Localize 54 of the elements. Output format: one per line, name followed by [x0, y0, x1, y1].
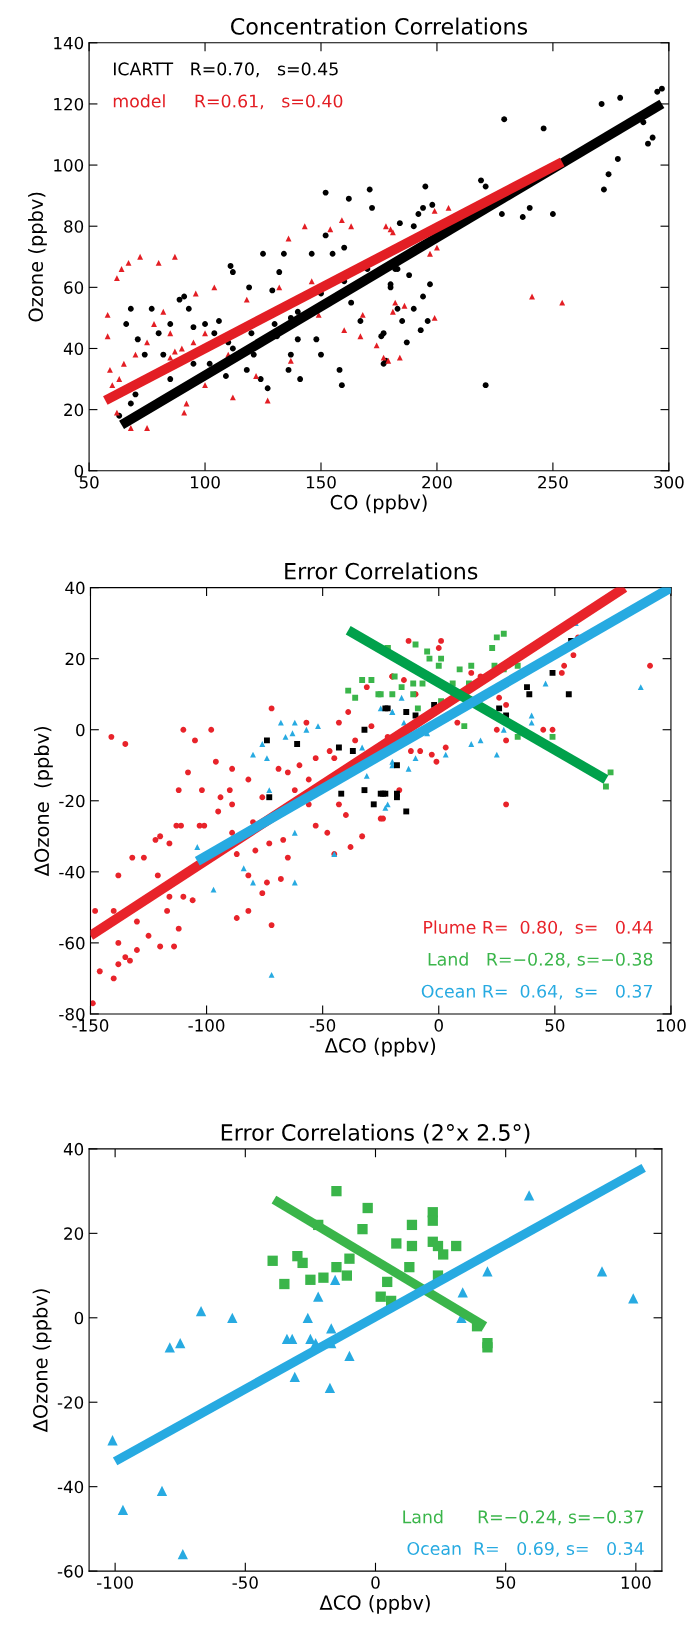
chart-title: Error Correlations — [285, 562, 478, 580]
annotation: Ocean R= 0.64, s= 0.37 — [421, 984, 653, 1000]
x-axis-title: CO (ppbv) — [330, 494, 427, 514]
annotation: Land R=−0.24, s=−0.37 — [403, 1509, 644, 1526]
x-tick-label: -100 — [97, 1576, 133, 1589]
x-tick-label: 0 — [371, 1576, 380, 1589]
y-tick-label: -20 — [57, 1396, 84, 1409]
y-tick-label: 60 — [64, 281, 84, 294]
y-tick-label: 20 — [64, 1227, 84, 1240]
x-tick-label: 50 — [79, 475, 99, 489]
annotation: Land R=−0.28, s=−0.38 — [428, 952, 653, 968]
y-tick-label: -60 — [59, 936, 85, 950]
y-tick-label: 120 — [54, 97, 84, 111]
x-tick-label: 200 — [422, 475, 452, 489]
y-tick-label: 40 — [63, 1142, 84, 1156]
chart-title: Concentration Correlations — [231, 17, 528, 35]
x-tick-label: 100 — [621, 1576, 651, 1589]
x-axis-title: ΔCO (ppbv) — [319, 1594, 430, 1614]
x-tick-label: -100 — [188, 1019, 225, 1032]
annotation: ICARTT R=0.70, s=0.45 — [113, 62, 338, 78]
annotation: Ocean R= 0.69, s= 0.34 — [407, 1541, 644, 1557]
x-tick-label: 150 — [306, 475, 336, 489]
y-axis-title: Ozone (ppbv) — [28, 192, 47, 322]
annotation: model R=0.61, s=0.40 — [113, 94, 343, 110]
y-tick-label: -40 — [59, 865, 85, 879]
y-tick-label: 80 — [64, 220, 84, 233]
y-tick-label: -60 — [57, 1565, 84, 1578]
y-tick-label: 140 — [54, 36, 84, 50]
x-tick-label: -50 — [232, 1576, 258, 1589]
y-tick-label: 40 — [65, 581, 85, 595]
x-tick-label: 250 — [538, 475, 568, 489]
x-tick-label: -50 — [309, 1019, 336, 1032]
x-tick-label: 50 — [496, 1576, 516, 1589]
y-tick-label: 20 — [65, 652, 85, 666]
x-tick-label: 100 — [656, 1019, 686, 1032]
x-tick-label: -150 — [72, 1019, 109, 1032]
x-tick-label: 0 — [434, 1019, 443, 1032]
y-tick-label: 0 — [74, 1311, 84, 1325]
y-tick-label: 40 — [63, 342, 84, 356]
y-tick-label: -40 — [57, 1480, 84, 1494]
y-tick-label: 0 — [76, 723, 85, 737]
y-tick-label: 100 — [54, 159, 84, 172]
chart-title: Error Correlations (2°x 2.5°) — [221, 1123, 530, 1144]
y-axis-title: ΔOzone (ppbv) — [34, 726, 53, 877]
y-tick-label: 0 — [74, 464, 84, 478]
x-tick-label: 50 — [545, 1019, 565, 1032]
x-axis-title: ΔCO (ppbv) — [324, 1037, 436, 1057]
x-tick-label: 300 — [654, 475, 684, 489]
x-tick-label: 100 — [190, 475, 220, 489]
annotation: Plume R= 0.80, s= 0.44 — [424, 920, 653, 936]
y-axis-title: ΔOzone (ppbv) — [32, 1289, 52, 1433]
y-tick-label: -20 — [59, 794, 85, 808]
y-tick-label: -80 — [59, 1007, 85, 1021]
y-tick-label: 20 — [64, 403, 84, 417]
